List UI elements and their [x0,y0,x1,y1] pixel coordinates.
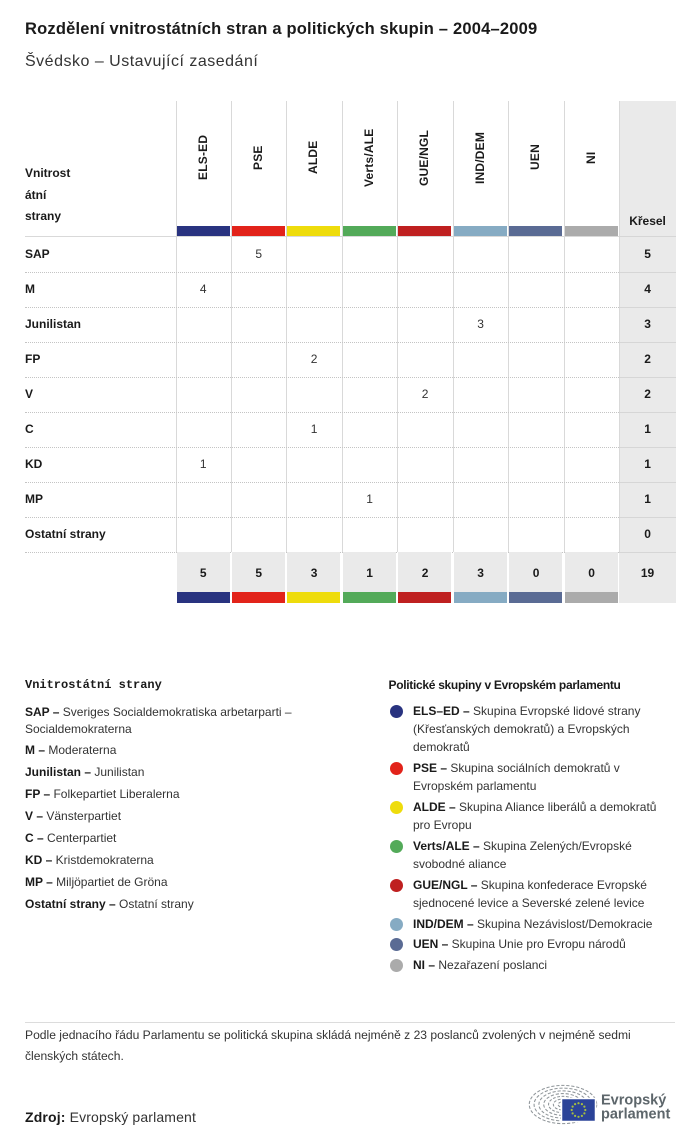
svg-text:Evropský: Evropský [601,1093,666,1109]
svg-text:parlament: parlament [601,1107,670,1123]
